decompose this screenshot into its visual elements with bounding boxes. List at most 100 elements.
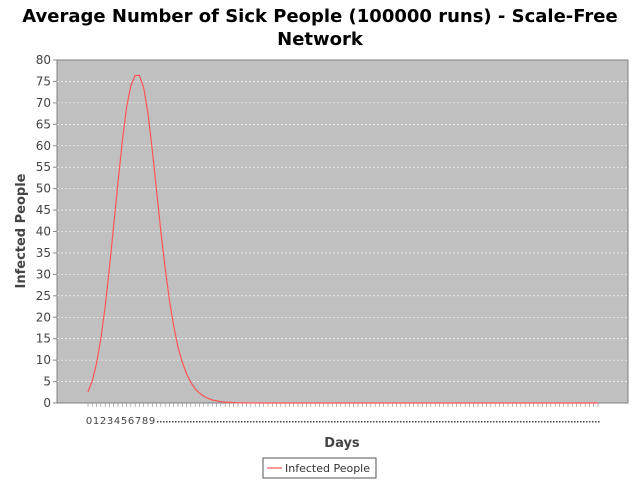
- x-tick-ellipsis-dot: [385, 421, 387, 423]
- x-tick-ellipsis-dot: [496, 421, 498, 423]
- x-tick-ellipsis-dot: [175, 421, 177, 423]
- x-tick-ellipsis-dot: [436, 421, 438, 423]
- x-tick-ellipsis-dot: [301, 421, 303, 423]
- y-tick-label: 0: [43, 396, 51, 410]
- x-tick-ellipsis-dot: [370, 421, 372, 423]
- x-tick-ellipsis-dot: [490, 421, 492, 423]
- y-tick-label: 15: [36, 332, 51, 346]
- x-tick-ellipsis-dot: [487, 421, 489, 423]
- x-tick-ellipsis-dot: [412, 421, 414, 423]
- x-tick-label: 8: [142, 416, 148, 427]
- x-axis-label: Days: [324, 436, 360, 451]
- x-tick-ellipsis-dot: [238, 421, 240, 423]
- x-tick-ellipsis-dot: [166, 421, 168, 423]
- x-tick-ellipsis-dot: [328, 421, 330, 423]
- x-tick-ellipsis-dot: [571, 421, 573, 423]
- x-tick-ellipsis-dot: [478, 421, 480, 423]
- x-tick-ellipsis-dot: [418, 421, 420, 423]
- x-tick-ellipsis-dot: [382, 421, 384, 423]
- x-tick-ellipsis-dot: [337, 421, 339, 423]
- x-tick-ellipsis-dot: [463, 421, 465, 423]
- x-tick-ellipsis-dot: [442, 421, 444, 423]
- x-tick-ellipsis-dot: [583, 421, 585, 423]
- x-tick-ellipsis-dot: [493, 421, 495, 423]
- legend-box: [262, 457, 377, 479]
- x-tick-ellipsis-dot: [523, 421, 525, 423]
- y-tick-label: 35: [36, 246, 51, 260]
- x-tick-ellipsis-dot: [397, 421, 399, 423]
- x-tick-ellipsis-dot: [445, 421, 447, 423]
- x-tick-ellipsis-dot: [409, 421, 411, 423]
- y-tick-label: 5: [43, 375, 51, 389]
- x-tick-ellipsis-dot: [217, 421, 219, 423]
- x-tick-ellipsis-dot: [508, 421, 510, 423]
- x-tick-ellipsis-dot: [391, 421, 393, 423]
- x-tick-ellipsis-dot: [289, 421, 291, 423]
- x-tick-label: 7: [135, 416, 141, 427]
- x-tick-ellipsis-dot: [547, 421, 549, 423]
- x-tick-ellipsis-dot: [232, 421, 234, 423]
- legend-label: Infected People: [285, 462, 370, 475]
- x-tick-ellipsis-dot: [472, 421, 474, 423]
- x-tick-ellipsis-dot: [157, 421, 159, 423]
- y-tick-label: 25: [36, 289, 51, 303]
- x-tick-ellipsis-dot: [283, 421, 285, 423]
- x-tick-ellipsis-dot: [520, 421, 522, 423]
- x-tick-ellipsis-dot: [484, 421, 486, 423]
- x-tick-ellipsis-dot: [394, 421, 396, 423]
- x-tick-ellipsis-dot: [538, 421, 540, 423]
- x-tick-ellipsis-dot: [577, 421, 579, 423]
- x-tick-ellipsis-dot: [505, 421, 507, 423]
- x-tick-ellipsis-dot: [376, 421, 378, 423]
- y-tick-label: 65: [36, 117, 51, 131]
- x-tick-ellipsis-dot: [580, 421, 582, 423]
- x-tick-ellipsis-dot: [559, 421, 561, 423]
- x-tick-ellipsis-dot: [454, 421, 456, 423]
- x-tick-ellipsis-dot: [178, 421, 180, 423]
- y-tick-label: 45: [36, 203, 51, 217]
- x-tick-ellipsis-dot: [259, 421, 261, 423]
- x-tick-ellipsis-dot: [271, 421, 273, 423]
- x-tick-ellipsis-dot: [373, 421, 375, 423]
- x-tick-label: 6: [128, 416, 134, 427]
- y-tick-label: 75: [36, 74, 51, 88]
- x-tick-ellipsis-dot: [343, 421, 345, 423]
- x-tick-ellipsis-dot: [349, 421, 351, 423]
- x-tick-ellipsis-dot: [220, 421, 222, 423]
- x-tick-ellipsis-dot: [322, 421, 324, 423]
- x-tick-ellipsis-dot: [427, 421, 429, 423]
- x-tick-ellipsis-dot: [532, 421, 534, 423]
- x-tick-ellipsis-dot: [334, 421, 336, 423]
- x-tick-ellipsis-dot: [196, 421, 198, 423]
- x-tick-ellipsis-dot: [400, 421, 402, 423]
- x-tick-ellipsis-dot: [367, 421, 369, 423]
- x-tick-ellipsis-dot: [403, 421, 405, 423]
- x-tick-ellipsis-dot: [262, 421, 264, 423]
- x-tick-label: 2: [100, 416, 106, 427]
- y-tick-label: 30: [36, 267, 51, 281]
- x-tick-ellipsis-dot: [253, 421, 255, 423]
- x-tick-ellipsis-dot: [553, 421, 555, 423]
- x-tick-ellipsis-dot: [193, 421, 195, 423]
- x-tick-ellipsis-dot: [325, 421, 327, 423]
- x-tick-ellipsis-dot: [274, 421, 276, 423]
- x-tick-ellipsis-dot: [544, 421, 546, 423]
- x-tick-label: 3: [107, 416, 113, 427]
- x-tick-ellipsis-dot: [358, 421, 360, 423]
- x-tick-ellipsis-dot: [595, 421, 597, 423]
- series-line-infected-people: [87, 74, 598, 404]
- x-tick-label: 1: [93, 416, 99, 427]
- x-tick-ellipsis-dot: [475, 421, 477, 423]
- x-tick-label: 4: [114, 416, 120, 427]
- x-tick-ellipsis-dot: [466, 421, 468, 423]
- x-tick-ellipsis-dot: [304, 421, 306, 423]
- x-tick-ellipsis-dot: [247, 421, 249, 423]
- y-tick-label: 10: [36, 353, 51, 367]
- x-tick-ellipsis-dot: [460, 421, 462, 423]
- y-tick-label: 60: [36, 139, 51, 153]
- x-tick-ellipsis-dot: [514, 421, 516, 423]
- x-tick-ellipsis-dot: [205, 421, 207, 423]
- x-tick-ellipsis-dot: [331, 421, 333, 423]
- x-tick-ellipsis-dot: [556, 421, 558, 423]
- x-tick-ellipsis-dot: [565, 421, 567, 423]
